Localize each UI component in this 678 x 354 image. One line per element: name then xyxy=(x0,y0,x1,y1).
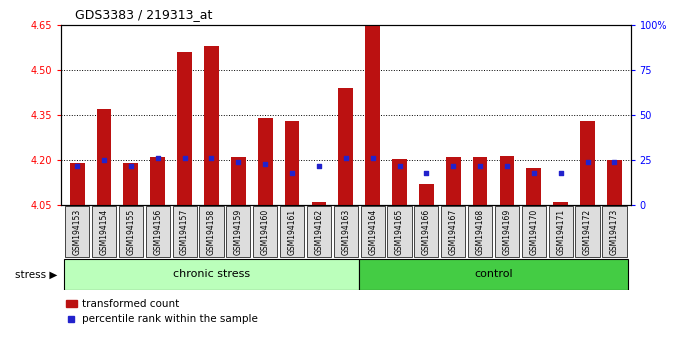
Bar xyxy=(285,121,300,205)
Text: GSM194165: GSM194165 xyxy=(395,209,404,255)
Text: GSM194155: GSM194155 xyxy=(126,209,136,255)
Bar xyxy=(419,184,434,205)
Bar xyxy=(96,109,111,205)
Text: GSM194168: GSM194168 xyxy=(475,209,485,255)
FancyBboxPatch shape xyxy=(226,206,250,257)
Text: GSM194156: GSM194156 xyxy=(153,209,162,255)
Text: GSM194159: GSM194159 xyxy=(234,209,243,255)
Bar xyxy=(553,202,568,205)
Bar xyxy=(258,118,273,205)
FancyBboxPatch shape xyxy=(199,206,224,257)
FancyBboxPatch shape xyxy=(307,206,331,257)
Text: GSM194164: GSM194164 xyxy=(368,209,377,255)
FancyBboxPatch shape xyxy=(361,206,384,257)
Bar xyxy=(526,168,541,205)
FancyBboxPatch shape xyxy=(146,206,170,257)
Point xyxy=(582,159,593,165)
Text: GSM194167: GSM194167 xyxy=(449,209,458,255)
Bar xyxy=(392,159,407,205)
FancyBboxPatch shape xyxy=(280,206,304,257)
Text: GSM194157: GSM194157 xyxy=(180,209,189,255)
Point xyxy=(502,163,513,169)
Point xyxy=(260,161,271,167)
Bar xyxy=(607,160,622,205)
Bar xyxy=(500,156,515,205)
FancyBboxPatch shape xyxy=(522,206,546,257)
FancyBboxPatch shape xyxy=(359,259,628,290)
Point xyxy=(475,163,485,169)
FancyBboxPatch shape xyxy=(119,206,143,257)
Text: control: control xyxy=(474,269,513,279)
Text: stress ▶: stress ▶ xyxy=(15,269,58,279)
Point xyxy=(447,163,458,169)
Point xyxy=(394,163,405,169)
Bar xyxy=(365,0,380,205)
FancyBboxPatch shape xyxy=(441,206,465,257)
Text: GSM194160: GSM194160 xyxy=(260,209,270,255)
Point xyxy=(287,170,298,176)
Bar xyxy=(446,157,460,205)
Text: GSM194162: GSM194162 xyxy=(315,209,323,255)
Bar xyxy=(204,46,219,205)
Legend: transformed count, percentile rank within the sample: transformed count, percentile rank withi… xyxy=(66,299,258,324)
Point xyxy=(98,157,109,163)
Bar xyxy=(473,157,487,205)
Point xyxy=(72,163,83,169)
Text: GSM194161: GSM194161 xyxy=(287,209,296,255)
Point xyxy=(233,159,244,165)
Point xyxy=(340,155,351,161)
Bar xyxy=(151,157,165,205)
FancyBboxPatch shape xyxy=(414,206,439,257)
Bar xyxy=(123,163,138,205)
Bar xyxy=(231,157,245,205)
Point xyxy=(313,163,324,169)
Bar xyxy=(580,121,595,205)
Text: GSM194173: GSM194173 xyxy=(610,209,619,255)
FancyBboxPatch shape xyxy=(334,206,358,257)
Text: GSM194169: GSM194169 xyxy=(502,209,511,255)
Text: GSM194158: GSM194158 xyxy=(207,209,216,255)
FancyBboxPatch shape xyxy=(549,206,573,257)
Point xyxy=(153,155,163,161)
FancyBboxPatch shape xyxy=(92,206,116,257)
Point xyxy=(206,155,217,161)
Bar xyxy=(177,52,192,205)
Bar xyxy=(311,202,326,205)
FancyBboxPatch shape xyxy=(387,206,412,257)
FancyBboxPatch shape xyxy=(495,206,519,257)
Text: GSM194153: GSM194153 xyxy=(73,209,81,255)
Text: GSM194163: GSM194163 xyxy=(341,209,351,255)
Point xyxy=(179,155,190,161)
Text: chronic stress: chronic stress xyxy=(173,269,250,279)
FancyBboxPatch shape xyxy=(64,259,359,290)
Point xyxy=(421,170,432,176)
Text: GDS3383 / 219313_at: GDS3383 / 219313_at xyxy=(75,8,212,21)
Point xyxy=(125,163,136,169)
Point xyxy=(609,159,620,165)
Text: GSM194171: GSM194171 xyxy=(556,209,565,255)
Bar xyxy=(70,163,85,205)
Text: GSM194172: GSM194172 xyxy=(583,209,592,255)
FancyBboxPatch shape xyxy=(602,206,626,257)
FancyBboxPatch shape xyxy=(253,206,277,257)
FancyBboxPatch shape xyxy=(468,206,492,257)
Text: GSM194166: GSM194166 xyxy=(422,209,431,255)
Text: GSM194154: GSM194154 xyxy=(100,209,108,255)
Point xyxy=(367,155,378,161)
FancyBboxPatch shape xyxy=(576,206,599,257)
Point xyxy=(528,170,539,176)
Point xyxy=(555,170,566,176)
FancyBboxPatch shape xyxy=(65,206,89,257)
FancyBboxPatch shape xyxy=(172,206,197,257)
Text: GSM194170: GSM194170 xyxy=(530,209,538,255)
Bar xyxy=(338,88,353,205)
